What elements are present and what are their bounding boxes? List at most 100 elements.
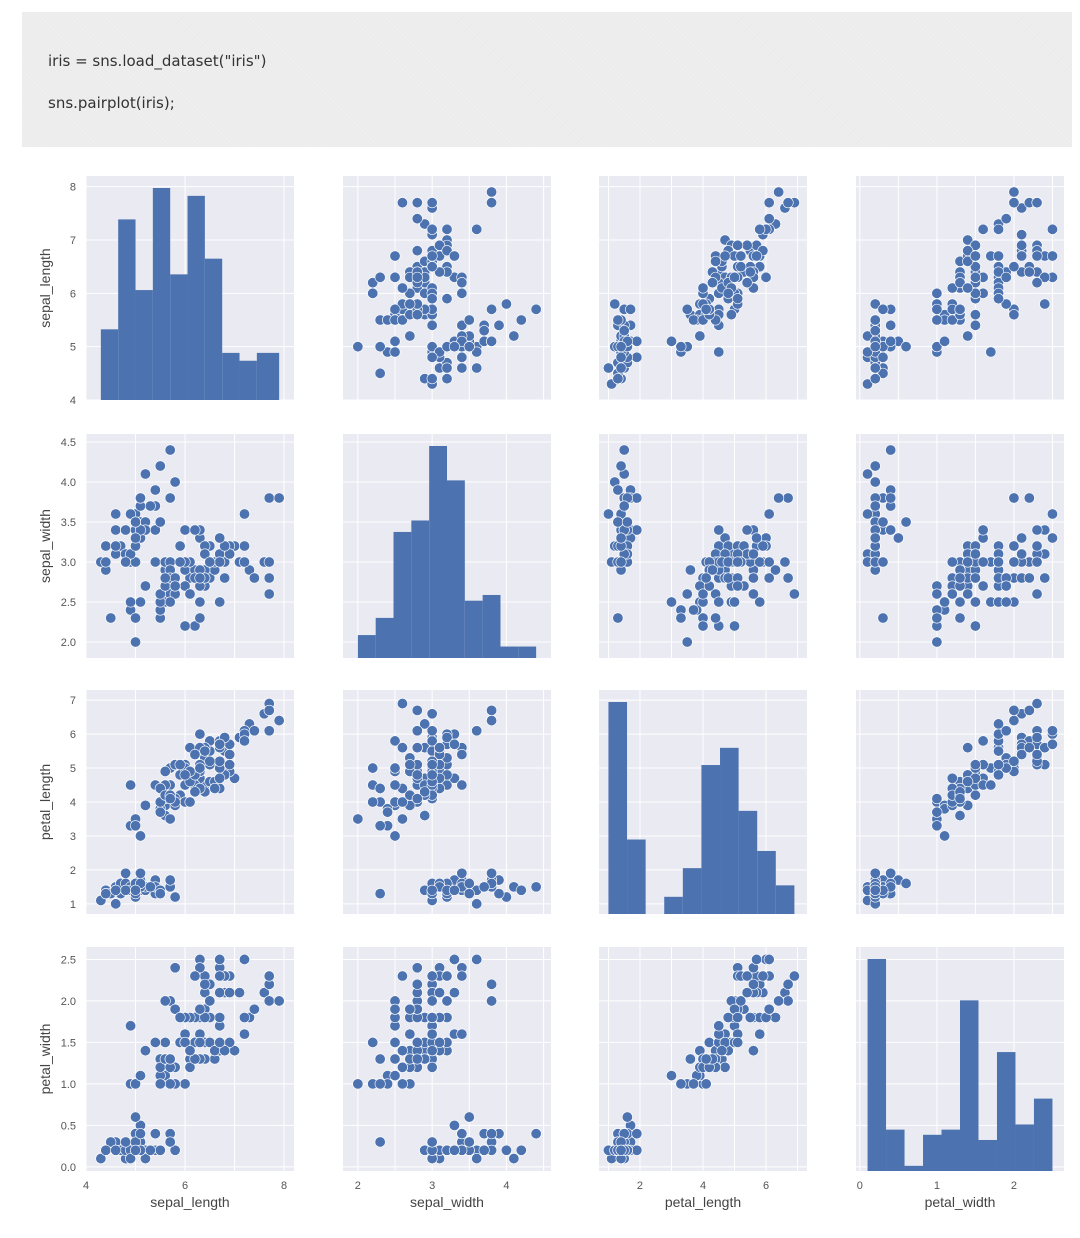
scatter-point <box>1008 186 1020 198</box>
scatter-point <box>969 287 981 299</box>
scatter-point <box>374 1053 386 1065</box>
scatter-point <box>130 516 142 528</box>
histogram-bar <box>627 839 646 914</box>
scatter-point <box>441 995 453 1007</box>
scatter-point <box>609 298 621 310</box>
scatter-point <box>782 572 794 584</box>
scatter-point <box>130 1111 142 1123</box>
scatter-point <box>615 351 627 363</box>
scatter-point <box>962 776 974 788</box>
scatter-point <box>946 772 958 784</box>
scatter-point <box>134 1128 146 1140</box>
scatter-point <box>139 468 151 480</box>
scatter-point <box>382 806 394 818</box>
code-cell[interactable]: iris = sns.load_dataset("iris") sns.pair… <box>22 12 1072 147</box>
histogram-bar <box>608 702 628 914</box>
scatter-point <box>273 492 285 504</box>
scatter-point <box>194 962 206 974</box>
scatter-point <box>456 335 468 347</box>
scatter-point <box>977 223 989 235</box>
scatter-point <box>747 978 759 990</box>
x-axis-title-sepal_width: sepal_width <box>410 1194 484 1210</box>
scatter-point <box>456 319 468 331</box>
scatter-point <box>219 540 231 552</box>
scatter-point <box>169 476 181 488</box>
scatter-point <box>426 261 438 273</box>
scatter-point <box>204 995 216 1007</box>
scatter-point <box>224 987 236 999</box>
y-tick-label-petal_length: 4 <box>70 797 76 809</box>
scatter-point <box>164 793 176 805</box>
scatter-point <box>154 516 166 528</box>
scatter-point <box>694 330 706 342</box>
scatter-point <box>130 532 142 544</box>
x-tick-label-petal_width: 1 <box>934 1180 940 1192</box>
scatter-point <box>471 346 483 358</box>
scatter-point <box>110 524 122 536</box>
scatter-point <box>732 556 744 568</box>
scatter-point <box>419 718 431 730</box>
scatter-point <box>478 325 490 337</box>
scatter-point <box>374 1136 386 1148</box>
scatter-point <box>426 1012 438 1024</box>
scatter-point <box>352 341 364 353</box>
scatter-point <box>732 580 744 592</box>
scatter-point <box>618 500 630 512</box>
scatter-point <box>962 588 974 600</box>
panel-sepal_length-vs-sepal_width <box>343 176 551 401</box>
scatter-point <box>954 572 966 584</box>
scatter-point <box>367 287 379 299</box>
panel-sepal_length-vs-petal_length <box>599 176 807 401</box>
scatter-point <box>877 612 889 624</box>
scatter-point <box>209 782 221 794</box>
scatter-point <box>977 580 989 592</box>
scatter-point <box>697 588 709 600</box>
histogram-bar <box>118 219 136 400</box>
scatter-point <box>1008 261 1020 273</box>
histogram-bar <box>375 617 394 658</box>
scatter-point <box>374 1078 386 1090</box>
scatter-point <box>862 468 874 480</box>
scatter-point <box>612 612 624 624</box>
scatter-point <box>615 341 627 353</box>
scatter-point <box>1016 250 1028 262</box>
scatter-point <box>763 508 775 520</box>
scatter-point <box>471 1153 483 1165</box>
scatter-point <box>931 612 943 624</box>
scatter-point <box>877 367 889 379</box>
y-tick-label-petal_length: 5 <box>70 763 76 775</box>
scatter-point <box>199 1012 211 1024</box>
scatter-point <box>713 346 725 358</box>
scatter-point <box>389 1053 401 1065</box>
y-tick-label-sepal_length: 4 <box>70 395 76 407</box>
histogram-bar <box>222 352 240 400</box>
scatter-point <box>631 335 643 347</box>
y-tick-label-petal_length: 6 <box>70 729 76 741</box>
scatter-point <box>478 1144 490 1156</box>
scatter-point <box>877 516 889 528</box>
scatter-point <box>779 556 791 568</box>
scatter-point <box>426 197 438 209</box>
scatter-point <box>869 500 881 512</box>
scatter-point <box>448 738 460 750</box>
scatter-point <box>885 524 897 536</box>
scatter-point <box>426 293 438 305</box>
scatter-point <box>179 1078 191 1090</box>
scatter-point <box>769 564 781 576</box>
scatter-point <box>969 319 981 331</box>
scatter-point <box>389 735 401 747</box>
scatter-point <box>169 1144 181 1156</box>
scatter-point <box>100 540 112 552</box>
histogram-bar <box>923 1134 942 1171</box>
scatter-point <box>900 341 912 353</box>
scatter-point <box>1023 492 1035 504</box>
scatter-point <box>681 588 693 600</box>
scatter-point <box>862 508 874 520</box>
scatter-point <box>456 748 468 760</box>
scatter-point <box>993 266 1005 278</box>
scatter-point <box>710 255 722 267</box>
scatter-point <box>214 596 226 608</box>
scatter-point <box>869 373 881 385</box>
x-tick-label-sepal_width: 3 <box>429 1180 435 1192</box>
code-line-2: sns.pairplot(iris); <box>48 94 175 112</box>
